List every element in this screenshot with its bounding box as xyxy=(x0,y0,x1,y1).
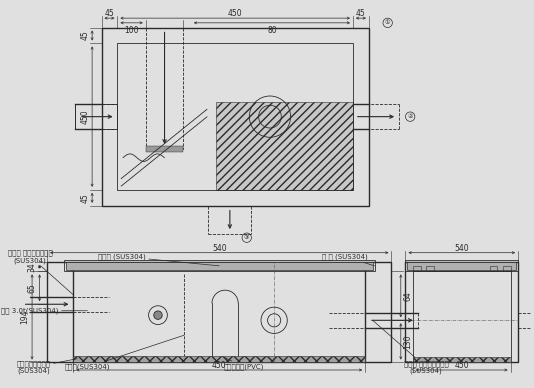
Text: 65: 65 xyxy=(28,283,37,293)
Text: トラップ管(PVC): トラップ管(PVC) xyxy=(224,358,264,371)
Text: 本体 3.0t(SUS304): 本体 3.0t(SUS304) xyxy=(2,307,88,314)
Text: 受皿・パンチング
(SUS304): 受皿・パンチング (SUS304) xyxy=(17,359,77,374)
Text: 流入管 内ネジソケット
(SUS304): 流入管 内ネジソケット (SUS304) xyxy=(8,249,73,295)
Text: ①: ① xyxy=(385,20,390,25)
Bar xyxy=(503,266,511,272)
Text: ふ・た (SUS304): ふ・た (SUS304) xyxy=(98,253,219,266)
Text: 194: 194 xyxy=(20,310,29,324)
Text: 130: 130 xyxy=(404,334,413,349)
Text: 450: 450 xyxy=(454,361,469,370)
Text: 仕切板(SUS304): 仕切板(SUS304) xyxy=(65,335,184,371)
Bar xyxy=(101,28,369,206)
Bar xyxy=(117,43,353,190)
Text: 45: 45 xyxy=(80,31,89,40)
Text: 540: 540 xyxy=(212,244,226,253)
Text: 45: 45 xyxy=(356,9,366,18)
Bar xyxy=(47,262,391,362)
Text: 排出管 内ネジソケット
(SUS304): 排出管 内ネジソケット (SUS304) xyxy=(373,320,449,374)
Text: 目 地 (SUS304): 目 地 (SUS304) xyxy=(321,253,374,266)
Bar xyxy=(73,356,365,362)
Bar xyxy=(407,262,516,270)
Text: ③: ③ xyxy=(244,235,249,240)
Text: 34: 34 xyxy=(28,262,37,272)
Text: 100: 100 xyxy=(124,26,139,35)
Bar xyxy=(146,146,183,152)
Text: ②: ② xyxy=(407,114,413,119)
Text: 80: 80 xyxy=(267,26,277,35)
Text: 64: 64 xyxy=(404,291,413,301)
Circle shape xyxy=(154,311,162,319)
Text: 450: 450 xyxy=(228,9,242,18)
Bar xyxy=(413,357,511,362)
Text: 45: 45 xyxy=(105,9,114,18)
Bar xyxy=(490,266,498,272)
Text: 450: 450 xyxy=(212,361,226,370)
Bar xyxy=(405,262,518,362)
Bar xyxy=(66,262,373,270)
Bar xyxy=(413,272,511,362)
Bar xyxy=(75,104,117,129)
Bar xyxy=(405,260,518,272)
Bar xyxy=(216,102,353,190)
Bar xyxy=(426,266,434,272)
Text: 450: 450 xyxy=(80,109,89,124)
Text: 540: 540 xyxy=(454,244,469,253)
Bar xyxy=(64,260,374,272)
Bar xyxy=(413,266,420,272)
Text: 45: 45 xyxy=(80,193,89,203)
